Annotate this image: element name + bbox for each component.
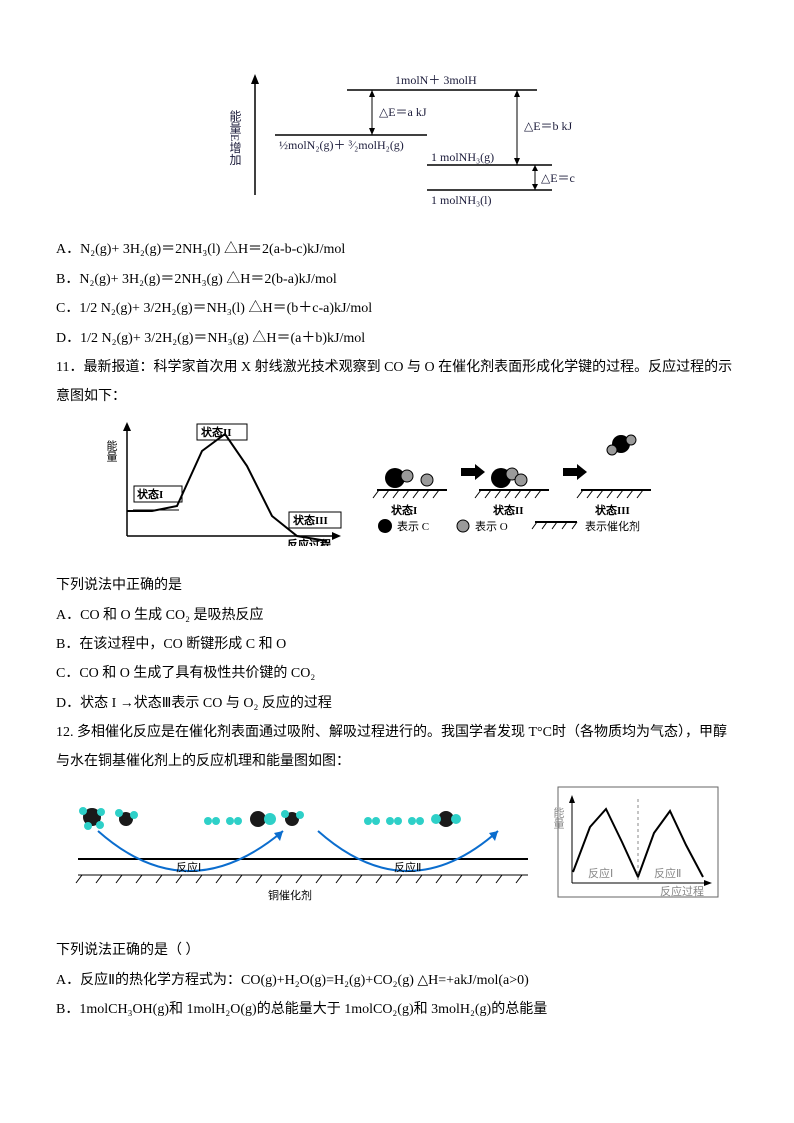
q11-opt-D: D．状态 I →状态Ⅲ表示 CO 与 O₂ 反应的过程 (56, 689, 738, 718)
q12-e-r1: 反应Ⅰ (588, 866, 613, 880)
q11-s1: 状态I (391, 503, 417, 517)
fig1-nh3l: 1 molNH₃(l) (431, 193, 492, 207)
q12-e-r2: 反应Ⅱ (654, 866, 681, 880)
q12-prompt: 下列说法正确的是（ ） (56, 936, 738, 965)
q11-opt-C: C．CO 和 O 生成了具有极性共价键的 CO₂ (56, 659, 738, 688)
q11-state3-label: 状态III (293, 513, 328, 527)
fig1-dEa: △E＝a kJ (379, 105, 427, 119)
q12-figure: 铜催化剂 反应Ⅰ 反应Ⅱ 能量 反应 (56, 781, 738, 922)
q11-s2: 状态II (493, 503, 524, 517)
q11-opt-B: B．在该过程中，CO 断键形成 C 和 O (56, 630, 738, 659)
q11-stem: 11．最新报道：科学家首次用 X 射线激光技术观察到 CO 与 O 在催化剂表面… (56, 353, 738, 412)
q11-state1-label: 状态I (137, 487, 163, 501)
fig1-nh3g: 1 molNH₃(g) (431, 150, 494, 164)
q11-figure: 能量 反应过程 状态I 状态II 状态III 状态I 状态II (56, 416, 738, 557)
fig1-dEc: △E＝c kJ (541, 171, 577, 185)
q10-opt-D: D．1/2 N₂(g)+ 3/2H₂(g)＝NH₃(g) △H＝(a＋b)kJ/… (56, 324, 738, 353)
q11-s3: 状态III (595, 503, 630, 517)
q12-opt-A: A．反应Ⅱ的热化学方程式为：CO(g)+H₂O(g)=H₂(g)+CO₂(g) … (56, 966, 738, 995)
q11-leg-c: 表示 C (397, 519, 429, 533)
q10-figure: 能量E增加 1molN＋ 3molH ½molN₂(g)＋ ³⁄₂molH₂(g… (56, 60, 738, 221)
q11-opt-A: A．CO 和 O 生成 CO₂ 是吸热反应 (56, 601, 738, 630)
q11-leg-cat: 表示催化剂 (585, 519, 640, 533)
q12-catalyst: 铜催化剂 (268, 888, 312, 902)
q11-leg-o: 表示 O (475, 519, 508, 533)
q12-e-xaxis: 反应过程 (660, 884, 704, 898)
q12-opt-B: B．1molCH₃OH(g)和 1molH₂O(g)的总能量大于 1molCO₂… (56, 995, 738, 1024)
fig1-dEb: △E＝b kJ (524, 119, 573, 133)
q12-stem: 12. 多相催化反应是在催化剂表面通过吸附、解吸过程进行的。我国学者发现 T°C… (56, 718, 738, 777)
fig1-mid: ½molN₂(g)＋ ³⁄₂molH₂(g) (279, 138, 404, 152)
q11-prompt: 下列说法中正确的是 (56, 571, 738, 600)
fig1-yaxis: 能量E增加 (228, 110, 242, 166)
fig1-top: 1molN＋ 3molH (395, 73, 477, 87)
q11-state2-label: 状态II (201, 425, 232, 439)
q10-opt-A: A．N₂(g)+ 3H₂(g)＝2NH₃(l) △H＝2(a-b-c)kJ/mo… (56, 235, 738, 264)
q11-yaxis: 能量 (107, 438, 118, 461)
q12-r2: 反应Ⅱ (394, 860, 421, 874)
q10-opt-C: C．1/2 N₂(g)+ 3/2H₂(g)＝NH₃(l) △H＝(b＋c-a)k… (56, 294, 738, 323)
q12-r1: 反应Ⅰ (176, 860, 201, 874)
q12-e-yaxis: 能量 (552, 806, 565, 829)
q10-opt-B: B．N₂(g)+ 3H₂(g)＝2NH₃(g) △H＝2(b-a)kJ/mol (56, 265, 738, 294)
